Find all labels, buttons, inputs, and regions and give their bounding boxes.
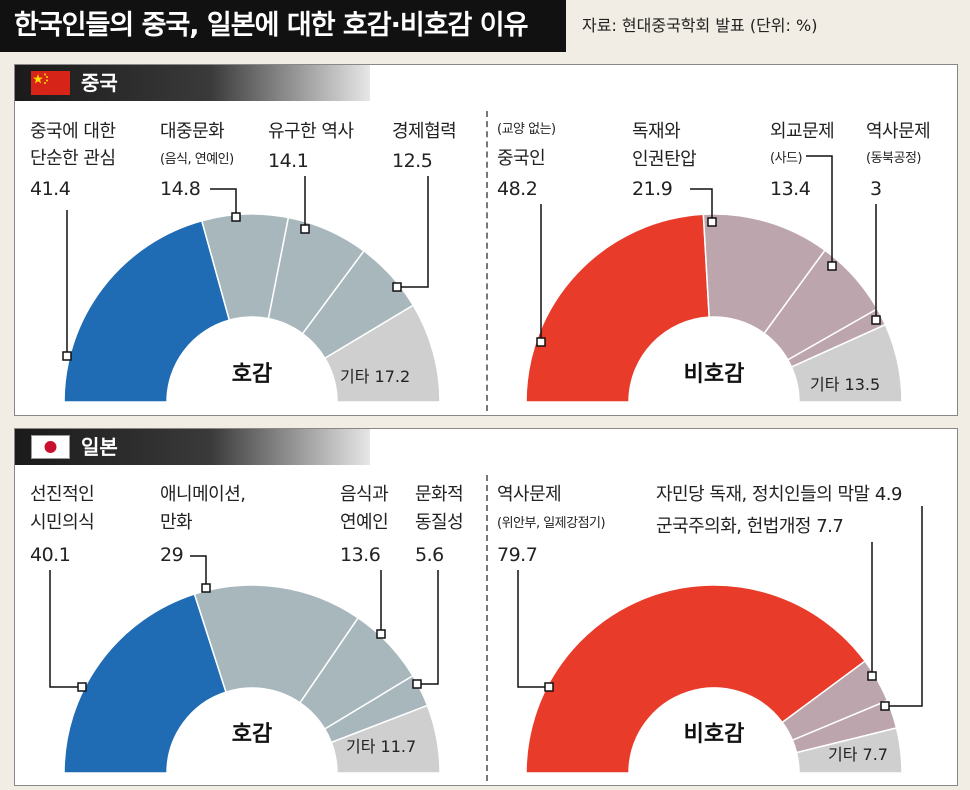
source-note: 자료: 현대중국학회 발표 (단위: %) bbox=[582, 16, 818, 35]
donut-china-favor-value-1: 14.8 bbox=[160, 178, 200, 200]
donut-china-favor-leader-1 bbox=[210, 188, 237, 217]
donut-china-favor-label-1b: (음식, 연예인) bbox=[160, 152, 234, 167]
donut-japan-favor-leader-1 bbox=[190, 555, 207, 588]
donut-china-unfavor-label-2a: 외교문제 bbox=[770, 121, 834, 142]
donut-china-unfavor-label-3b: (동북공정) bbox=[866, 151, 921, 166]
donut-japan-favor-leader-0 bbox=[49, 570, 82, 688]
donut-japan-unfavor-label-1: 군국주의화, 헌법개정 7.7 bbox=[656, 516, 843, 537]
donut-japan-unfavor-marker-1 bbox=[867, 671, 877, 681]
donut-china-favor-marker-3 bbox=[392, 282, 402, 292]
donut-japan-favor-marker-1 bbox=[201, 583, 211, 593]
donut-japan-unfavor-label-2: 자민당 독재, 정치인들의 막말 4.9 bbox=[656, 484, 902, 505]
donut-japan-favor-marker-2 bbox=[376, 629, 386, 639]
donut-japan-favor-other-label: 기타 11.7 bbox=[346, 737, 416, 756]
donut-japan-unfavor-label-0a: 역사문제 bbox=[497, 484, 561, 505]
donut-china-unfavor: 비호감 기타 13.5 (교양 없는) 중국인 48.2 독재와 인권탄압 21… bbox=[497, 121, 931, 403]
china-section-label: 중국 bbox=[81, 71, 118, 95]
japan-section-label: 일본 bbox=[81, 435, 118, 459]
donut-japan-favor-leader-3 bbox=[417, 570, 439, 685]
donut-china-favor-marker-1 bbox=[231, 212, 241, 222]
donut-china-unfavor-center-label: 비호감 bbox=[684, 362, 745, 387]
donut-japan-unfavor-leader-0 bbox=[517, 570, 549, 688]
donut-china-unfavor-marker-3 bbox=[871, 315, 881, 325]
donut-japan-favor-label-1b: 만화 bbox=[160, 512, 192, 533]
donut-japan-favor-marker-0 bbox=[77, 682, 87, 692]
donut-japan-favor-value-1: 29 bbox=[160, 544, 183, 566]
donut-china-unfavor-value-1: 21.9 bbox=[632, 178, 672, 200]
donut-japan-favor-label-0a: 선진적인 bbox=[30, 484, 94, 505]
donut-china-favor-slices bbox=[63, 213, 441, 403]
donut-china-favor-value-2: 14.1 bbox=[268, 150, 308, 172]
donut-china-favor-slice-4 bbox=[323, 304, 441, 403]
donut-japan-favor-label-2b: 연예인 bbox=[340, 512, 388, 533]
china-divider bbox=[486, 111, 488, 411]
donut-china-unfavor-label-3a: 역사문제 bbox=[866, 121, 930, 142]
donut-japan-favor-value-2: 13.6 bbox=[340, 544, 380, 566]
donut-china-favor-other-label: 기타 17.2 bbox=[340, 367, 410, 386]
japan-flag-icon bbox=[31, 435, 70, 459]
donut-japan-unfavor-marker-0 bbox=[544, 682, 554, 692]
donut-china-unfavor-slice-4 bbox=[790, 323, 903, 403]
donut-china-unfavor-label-2b: (사드) bbox=[770, 151, 802, 166]
donut-japan-unfavor-marker-2 bbox=[880, 701, 890, 711]
donut-china-favor-label-0b: 단순한 관심 bbox=[30, 148, 116, 169]
donut-china-favor-value-3: 12.5 bbox=[392, 150, 432, 172]
donut-china-favor: 호감 기타 17.2 중국에 대한 단순한 관심 41.4 대중문화 (음식, … bbox=[30, 121, 457, 403]
donut-china-unfavor-marker-0 bbox=[536, 337, 546, 347]
donut-japan-unfavor-slice-0 bbox=[525, 584, 867, 774]
donut-japan-favor-label-0b: 시민의식 bbox=[30, 512, 94, 533]
donut-china-favor-marker-0 bbox=[62, 351, 72, 361]
donut-japan-unfavor-value-0: 79.7 bbox=[497, 544, 537, 566]
donut-japan-unfavor-slices bbox=[525, 584, 903, 774]
donut-japan-favor-slices bbox=[63, 584, 441, 774]
donut-japan-favor-label-1a: 애니메이션, bbox=[160, 484, 246, 505]
donut-china-unfavor-label-0a: (교양 없는) bbox=[497, 122, 556, 137]
donut-china-unfavor-leader-1 bbox=[690, 188, 713, 222]
donut-japan-favor-marker-3 bbox=[412, 679, 422, 689]
chart-title: 한국인들의 중국, 일본에 대한 호감·비호감 이유 bbox=[0, 0, 566, 52]
donut-japan-favor-slice-4 bbox=[330, 704, 441, 774]
donut-china-unfavor-other-label: 기타 13.5 bbox=[810, 375, 880, 394]
donut-china-favor-label-3: 경제협력 bbox=[392, 121, 456, 142]
donut-china-favor-slice-0 bbox=[63, 219, 231, 403]
donut-china-unfavor-value-0: 48.2 bbox=[497, 178, 537, 200]
donut-japan-favor-label-3b: 동질성 bbox=[415, 512, 463, 533]
donut-china-unfavor-slices bbox=[525, 213, 903, 403]
donut-japan-favor-label-2a: 음식과 bbox=[340, 484, 388, 505]
donut-china-unfavor-leader-2 bbox=[806, 155, 833, 266]
donut-japan-unfavor-slice-3 bbox=[795, 727, 903, 774]
donut-japan-favor-center-label: 호감 bbox=[232, 722, 272, 747]
china-flag-icon bbox=[31, 71, 70, 95]
donut-china-favor-marker-2 bbox=[300, 224, 310, 234]
donut-china-unfavor-label-0b: 중국인 bbox=[497, 148, 545, 169]
japan-divider bbox=[486, 475, 488, 781]
donut-china-favor-value-0: 41.4 bbox=[30, 178, 71, 200]
donut-china-favor-leader-3 bbox=[397, 176, 429, 288]
donut-japan-favor-slice-0 bbox=[63, 593, 227, 774]
donut-japan-unfavor-other-label: 기타 7.7 bbox=[828, 745, 888, 764]
donut-china-unfavor-value-2: 13.4 bbox=[770, 178, 811, 200]
donut-china-unfavor-slice-0 bbox=[525, 213, 710, 403]
donut-china-unfavor-label-1b: 인권탄압 bbox=[632, 149, 696, 170]
donut-china-unfavor-marker-2 bbox=[827, 261, 837, 271]
donut-china-favor-center-label: 호감 bbox=[232, 362, 272, 387]
donut-japan-unfavor: 비호감 기타 7.7 역사문제 (위안부, 일제강점기) 79.7 자민당 독재… bbox=[497, 484, 923, 774]
donut-china-favor-label-0a: 중국에 대한 bbox=[30, 121, 116, 142]
donut-japan-unfavor-center-label: 비호감 bbox=[684, 722, 745, 747]
china-section-header: 중국 bbox=[15, 65, 370, 101]
donut-china-unfavor-label-1a: 독재와 bbox=[632, 121, 680, 142]
donut-japan-unfavor-leader-2 bbox=[885, 506, 923, 707]
donut-china-unfavor-value-3: 3 bbox=[870, 178, 882, 200]
donut-japan-favor-value-3: 5.6 bbox=[415, 544, 444, 566]
donut-china-unfavor-marker-1 bbox=[707, 217, 717, 227]
donut-japan-favor-value-0: 40.1 bbox=[30, 544, 70, 566]
donut-japan-favor-label-3a: 문화적 bbox=[415, 484, 463, 505]
donut-china-favor-label-2: 유구한 역사 bbox=[268, 121, 354, 142]
japan-section-header: 일본 bbox=[15, 429, 370, 465]
donut-japan-unfavor-label-0b: (위안부, 일제강점기) bbox=[497, 516, 605, 531]
donut-japan-favor: 호감 기타 11.7 선진적인 시민의식 40.1 애니메이션, 만화 29 음… bbox=[30, 484, 464, 774]
donut-china-favor-label-1a: 대중문화 bbox=[160, 121, 224, 142]
